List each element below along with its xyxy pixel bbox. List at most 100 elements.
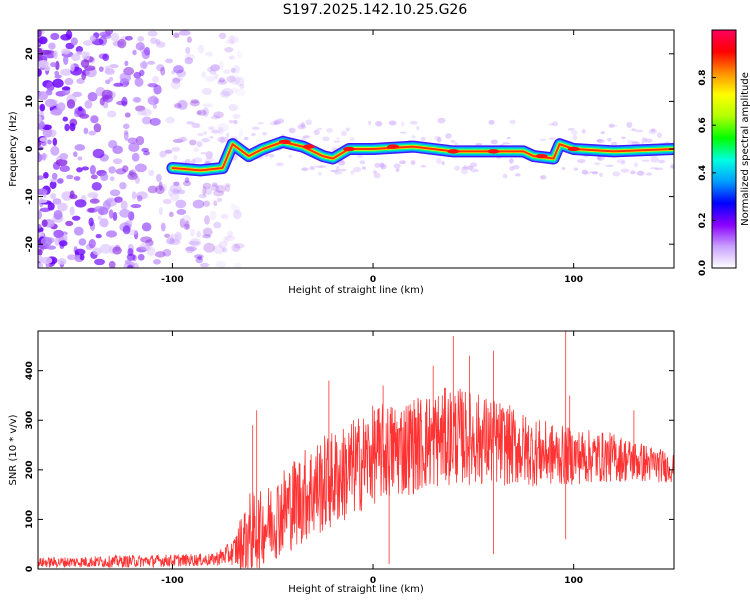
- noise-blob: [231, 243, 241, 252]
- noise-blob: [171, 146, 181, 152]
- noise-blob: [62, 116, 69, 122]
- noise-blob: [213, 244, 225, 255]
- ridge-haze: [470, 162, 478, 168]
- ridge-haze: [540, 176, 546, 179]
- noise-blob: [233, 205, 240, 214]
- noise-blob: [162, 199, 172, 205]
- noise-blob: [173, 155, 178, 161]
- noise-blob: [141, 116, 152, 125]
- ridge-haze: [512, 164, 520, 170]
- ridge-haze: [567, 127, 575, 131]
- noise-blob: [171, 76, 183, 82]
- ridge-haze: [208, 127, 214, 130]
- noise-blob: [40, 49, 52, 55]
- noise-blob: [40, 256, 53, 265]
- noise-blob: [137, 35, 145, 42]
- noise-blob: [52, 198, 62, 205]
- colorbar-tick-label: 0.8: [698, 70, 708, 86]
- noise-blob: [108, 166, 116, 174]
- ridge-haze: [645, 172, 653, 176]
- noise-blob: [168, 239, 181, 246]
- noise-blob: [99, 31, 111, 37]
- ridge-haze: [243, 136, 249, 141]
- noise-blob: [201, 87, 212, 96]
- noise-blob: [98, 66, 104, 72]
- noise-blob: [232, 209, 242, 220]
- noise-blob: [63, 54, 69, 65]
- noise-blob: [222, 247, 228, 253]
- noise-blob: [184, 57, 193, 65]
- noise-blob: [225, 39, 234, 45]
- noise-blob: [43, 171, 49, 179]
- noise-blob: [208, 125, 216, 131]
- noise-blob: [132, 49, 137, 56]
- noise-blob: [53, 210, 63, 220]
- ridge-haze: [648, 128, 658, 135]
- ridge-haze: [631, 128, 636, 131]
- ridge-haze: [454, 165, 461, 171]
- ridge-haze: [548, 137, 555, 140]
- noise-blob: [100, 172, 109, 182]
- colorbar-tick-label: 0.6: [698, 117, 708, 133]
- ridge-haze: [395, 167, 400, 172]
- ridge-haze: [229, 119, 234, 124]
- noise-blob: [169, 233, 175, 242]
- noise-blob: [50, 193, 57, 200]
- noise-blob: [74, 248, 86, 256]
- noise-blob: [207, 67, 213, 72]
- ridge-haze: [539, 138, 547, 141]
- noise-blob: [110, 32, 120, 42]
- noise-blob: [234, 76, 245, 87]
- ridge-haze: [318, 165, 327, 169]
- ridge-haze: [410, 160, 416, 165]
- ridge-haze: [372, 170, 377, 174]
- ridge-haze: [205, 157, 214, 163]
- noise-blob: [99, 97, 105, 106]
- snr-xlabel: Height of straight line (km): [288, 584, 424, 595]
- colorbar: 0.0 0.2 0.4 0.6 0.8 Normalized spectral ampl…: [698, 29, 750, 276]
- ridge-haze: [634, 129, 644, 133]
- noise-blob: [112, 158, 123, 165]
- noise-blob: [230, 203, 235, 210]
- noise-blob: [127, 264, 134, 268]
- ridge-haze: [641, 141, 645, 145]
- ridge-haze: [338, 168, 347, 172]
- snr-ytick-label: 0: [25, 566, 35, 572]
- ridge-haze: [201, 137, 210, 143]
- noise-blob: [213, 190, 225, 197]
- noise-blob: [109, 64, 119, 69]
- noise-blob: [131, 191, 137, 200]
- noise-blob: [40, 236, 52, 247]
- ridge-haze: [656, 132, 663, 139]
- noise-blob: [65, 220, 74, 227]
- ridge-haze: [561, 167, 566, 170]
- noise-blob: [53, 229, 64, 239]
- noise-blob: [122, 165, 129, 173]
- noise-blob: [202, 107, 209, 117]
- noise-blob: [164, 149, 173, 154]
- ridge-peak: [342, 146, 355, 152]
- noise-blob: [161, 183, 168, 192]
- colorbar-axes: 0.0 0.2 0.4 0.6 0.8: [698, 29, 737, 276]
- noise-blob: [99, 243, 112, 254]
- ridge-haze: [466, 165, 474, 170]
- noise-blob: [80, 59, 90, 68]
- noise-blob: [189, 238, 202, 247]
- noise-blob: [90, 174, 98, 180]
- noise-blob: [188, 240, 200, 246]
- noise-blob: [45, 245, 57, 250]
- noise-blob: [202, 103, 214, 108]
- ridge-haze: [605, 164, 614, 167]
- ridge-haze: [475, 143, 483, 146]
- noise-blob: [213, 111, 224, 119]
- ridge-haze: [571, 130, 578, 135]
- noise-blob: [204, 51, 214, 57]
- spectrogram-ridge: [166, 135, 674, 177]
- ridge-haze: [420, 136, 426, 142]
- ridge-haze: [502, 142, 511, 145]
- noise-blob: [77, 156, 83, 161]
- noise-blob: [109, 189, 121, 197]
- ridge-haze: [399, 131, 407, 134]
- ridge-haze: [488, 119, 495, 125]
- noise-blob: [176, 69, 187, 78]
